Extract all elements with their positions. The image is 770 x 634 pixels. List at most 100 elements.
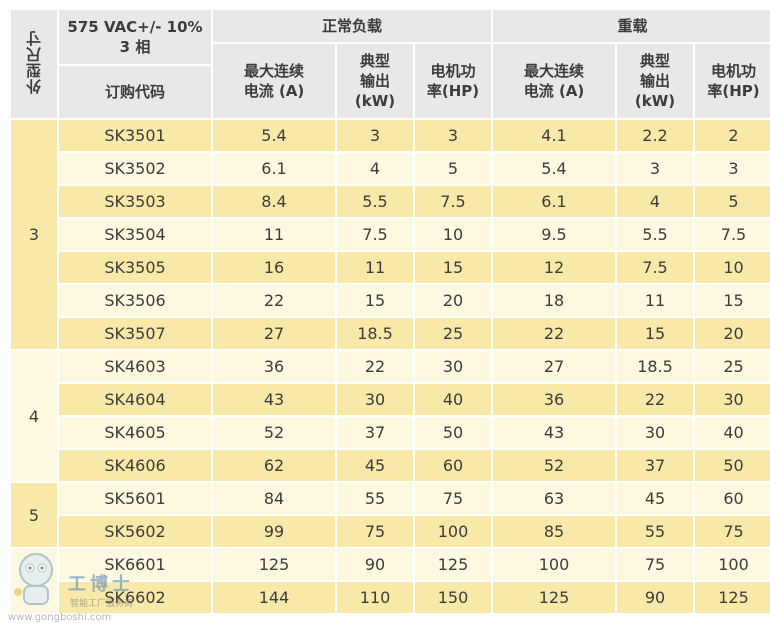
cell-code: SK3507	[59, 318, 211, 349]
cell-n-hp: 15	[415, 252, 491, 283]
cell-h-hp: 60	[695, 483, 770, 514]
cell-n-a: 27	[213, 318, 335, 349]
cell-n-kw: 7.5	[337, 219, 413, 250]
cell-n-a: 99	[213, 516, 335, 547]
table-header: 外型尺寸 575 VAC+/- 10% 3 相 正常负载 重载 最大连续 电流 (…	[11, 10, 770, 118]
cell-n-a: 52	[213, 417, 335, 448]
cell-h-hp: 100	[695, 549, 770, 580]
table-row: SK3503 8.4 5.5 7.5 6.1 4 5	[11, 186, 770, 217]
cell-h-a: 85	[493, 516, 615, 547]
cell-code: SK3501	[59, 120, 211, 151]
cell-code: SK3504	[59, 219, 211, 250]
cell-n-kw: 22	[337, 351, 413, 382]
normal-motor-power-header: 电机功 率(HP)	[415, 44, 491, 118]
cell-h-hp: 15	[695, 285, 770, 316]
cell-n-a: 43	[213, 384, 335, 415]
cell-code: SK4604	[59, 384, 211, 415]
cell-n-kw: 15	[337, 285, 413, 316]
cell-n-hp: 125	[415, 549, 491, 580]
cell-n-hp: 5	[415, 153, 491, 184]
frame-size-cell: 5	[11, 483, 57, 547]
voltage-header: 575 VAC+/- 10% 3 相	[59, 10, 211, 64]
normal-duty-header: 正常负载	[213, 10, 491, 42]
cell-h-kw: 11	[617, 285, 693, 316]
cell-h-a: 27	[493, 351, 615, 382]
table-row: SK3504 11 7.5 10 9.5 5.5 7.5	[11, 219, 770, 250]
voltage-text: 575 VAC+/- 10%	[67, 18, 203, 36]
cell-h-hp: 125	[695, 582, 770, 613]
cell-n-kw: 11	[337, 252, 413, 283]
cell-h-a: 9.5	[493, 219, 615, 250]
cell-h-a: 22	[493, 318, 615, 349]
cell-n-hp: 20	[415, 285, 491, 316]
cell-n-a: 5.4	[213, 120, 335, 151]
cell-h-kw: 30	[617, 417, 693, 448]
table-row: SK6602 144 110 150 125 90 125	[11, 582, 770, 613]
cell-h-kw: 4	[617, 186, 693, 217]
cell-h-kw: 55	[617, 516, 693, 547]
frame-size-header: 外型尺寸	[11, 10, 57, 118]
cell-n-hp: 40	[415, 384, 491, 415]
cell-h-hp: 30	[695, 384, 770, 415]
cell-n-kw: 110	[337, 582, 413, 613]
cell-code: SK3503	[59, 186, 211, 217]
cell-h-hp: 20	[695, 318, 770, 349]
table-row: SK4606 62 45 60 52 37 50	[11, 450, 770, 481]
table-row: 3 SK3501 5.4 3 3 4.1 2.2 2	[11, 120, 770, 349]
cell-h-a: 63	[493, 483, 615, 514]
cell-n-kw: 3	[337, 120, 413, 151]
table-row: SK4604 43 30 40 36 22 30	[11, 384, 770, 415]
table-row: SK4605 52 37 50 43 30 40	[11, 417, 770, 448]
cell-code: SK5602	[59, 516, 211, 547]
drive-ratings-table: 外型尺寸 575 VAC+/- 10% 3 相 正常负载 重载 最大连续 电流 (…	[9, 8, 770, 615]
cell-n-hp: 50	[415, 417, 491, 448]
cell-h-kw: 22	[617, 384, 693, 415]
cell-code: SK4605	[59, 417, 211, 448]
cell-code: SK5601	[59, 483, 211, 514]
cell-h-kw: 2.2	[617, 120, 693, 151]
cell-h-kw: 45	[617, 483, 693, 514]
frame-size-cell: 3	[11, 120, 57, 349]
frame-size-cell: 4	[11, 351, 57, 481]
cell-n-hp: 150	[415, 582, 491, 613]
cell-n-hp: 10	[415, 219, 491, 250]
cell-h-hp: 40	[695, 417, 770, 448]
table-row: SK6601 125 90 125 100 75 100	[11, 549, 770, 613]
cell-n-kw: 55	[337, 483, 413, 514]
cell-n-a: 84	[213, 483, 335, 514]
cell-code: SK3502	[59, 153, 211, 184]
table-row: SK3506 22 15 20 18 11 15	[11, 285, 770, 316]
cell-n-hp: 75	[415, 483, 491, 514]
cell-h-a: 4.1	[493, 120, 615, 151]
cell-h-kw: 5.5	[617, 219, 693, 250]
cell-n-hp: 100	[415, 516, 491, 547]
table-row: SK3502 6.1 4 5 5.4 3 3	[11, 153, 770, 184]
cell-h-hp: 25	[695, 351, 770, 382]
table-body: 3 SK3501 5.4 3 3 4.1 2.2 2 SK3502 6.1 4 5 5.4 3 3 SK350…	[11, 120, 770, 613]
cell-n-a: 6.1	[213, 153, 335, 184]
cell-n-a: 62	[213, 450, 335, 481]
cell-h-a: 12	[493, 252, 615, 283]
cell-n-hp: 25	[415, 318, 491, 349]
cell-h-hp: 3	[695, 153, 770, 184]
cell-n-a: 125	[213, 549, 335, 580]
cell-h-hp: 7.5	[695, 219, 770, 250]
cell-n-kw: 45	[337, 450, 413, 481]
heavy-motor-power-header: 电机功 率(HP)	[695, 44, 770, 118]
table-row: 5 SK5601 84 55 75 63 45 60	[11, 483, 770, 547]
cell-code: SK4606	[59, 450, 211, 481]
cell-n-kw: 37	[337, 417, 413, 448]
cell-n-kw: 4	[337, 153, 413, 184]
cell-h-a: 100	[493, 549, 615, 580]
phase-text: 3 相	[119, 38, 151, 56]
table-row: SK5602 99 75 100 85 55 75	[11, 516, 770, 547]
cell-n-a: 144	[213, 582, 335, 613]
cell-n-a: 16	[213, 252, 335, 283]
cell-n-kw: 75	[337, 516, 413, 547]
cell-n-hp: 7.5	[415, 186, 491, 217]
cell-h-kw: 3	[617, 153, 693, 184]
table-row: SK3507 27 18.5 25 22 15 20	[11, 318, 770, 349]
cell-code: SK6602	[59, 582, 211, 613]
cell-h-hp: 2	[695, 120, 770, 151]
cell-n-hp: 30	[415, 351, 491, 382]
